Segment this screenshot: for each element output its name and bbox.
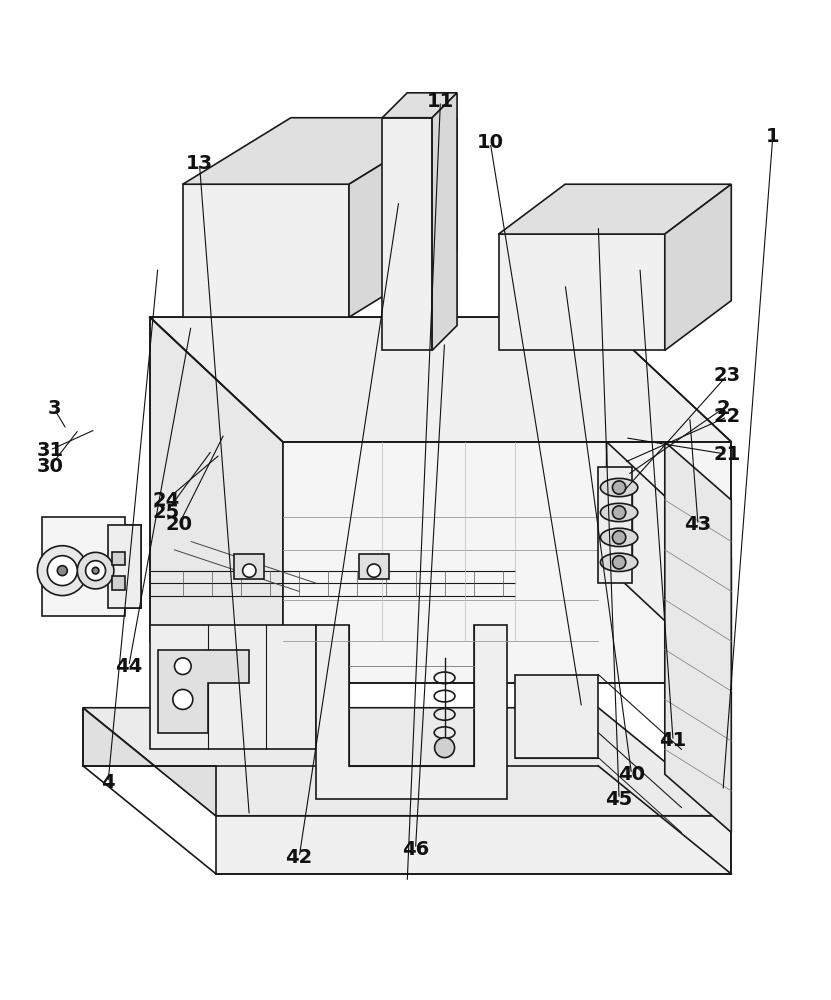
Text: 3: 3 [47,399,61,418]
Bar [108,525,141,608]
Text: 24: 24 [153,490,179,510]
Text: 41: 41 [660,731,686,750]
Circle shape [612,481,626,494]
Text: 23: 23 [714,366,740,385]
Polygon shape [183,184,349,317]
Text: 1: 1 [766,127,779,146]
Bar [112,552,125,565]
Circle shape [612,556,626,569]
Circle shape [57,566,67,576]
Polygon shape [83,708,731,816]
Ellipse shape [600,503,638,522]
Circle shape [92,567,99,574]
Polygon shape [499,234,665,350]
Bar [515,675,598,758]
Polygon shape [150,317,731,442]
Bar [112,576,125,590]
Circle shape [612,506,626,519]
Polygon shape [283,442,731,683]
Text: 2: 2 [716,399,730,418]
Circle shape [47,556,77,586]
Polygon shape [150,317,283,641]
Polygon shape [183,118,457,184]
Polygon shape [382,118,432,350]
Polygon shape [665,184,731,350]
Polygon shape [607,442,731,683]
Text: 43: 43 [685,515,711,534]
Circle shape [86,561,106,581]
Polygon shape [158,650,249,733]
Bar [359,554,389,579]
Text: 21: 21 [714,445,740,464]
Circle shape [243,564,256,577]
Text: 13: 13 [186,154,213,173]
Text: 11: 11 [427,92,454,111]
Circle shape [612,531,626,544]
Text: 25: 25 [153,503,179,522]
Circle shape [37,546,87,596]
Polygon shape [216,816,731,874]
Circle shape [173,689,193,709]
Text: 45: 45 [606,790,632,809]
Text: 40: 40 [618,765,645,784]
Text: 44: 44 [116,657,142,676]
Text: 42: 42 [286,848,312,867]
Polygon shape [316,625,507,799]
Circle shape [435,738,455,758]
Bar [42,517,125,616]
Circle shape [367,564,381,577]
Ellipse shape [600,553,638,571]
Polygon shape [432,93,457,350]
Text: 46: 46 [402,840,429,859]
Text: 31: 31 [37,441,63,460]
Polygon shape [349,118,457,317]
Polygon shape [499,184,731,234]
Circle shape [175,658,191,675]
Bar [234,554,264,579]
Text: 4: 4 [101,773,115,792]
Ellipse shape [600,478,638,497]
Text: 10: 10 [477,133,504,152]
Polygon shape [150,625,316,749]
Circle shape [77,552,114,589]
Polygon shape [382,93,457,118]
Bar [598,467,632,583]
Text: 20: 20 [165,515,192,534]
Text: 30: 30 [37,457,63,476]
Polygon shape [665,442,731,832]
Text: 22: 22 [714,407,740,426]
Polygon shape [83,708,216,816]
Ellipse shape [600,528,638,547]
